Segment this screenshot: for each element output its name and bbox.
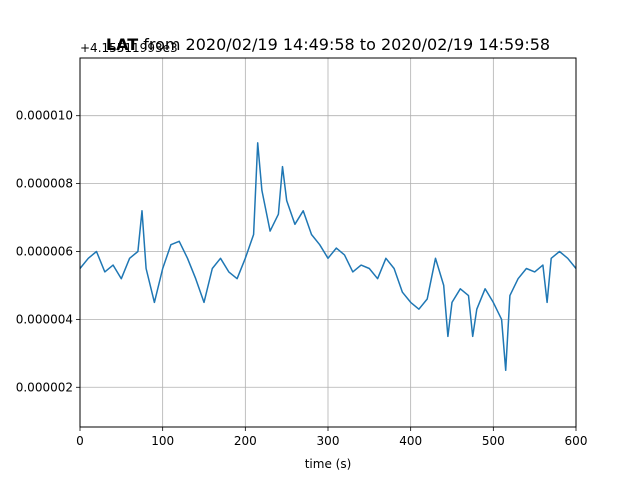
x-axis: 0 100 200 300 400 500 600 [76, 427, 587, 448]
chart-title-rest: from 2020/02/19 14:49:58 to 2020/02/19 1… [138, 35, 550, 54]
y-axis: 0.000002 0.000004 0.000006 0.000008 0.000010 [16, 109, 80, 394]
x-tick-label: 300 [317, 434, 340, 448]
x-tick-label: 200 [234, 434, 257, 448]
y-tick-label: 0.000006 [16, 244, 73, 258]
chart-title: LAT from 2020/02/19 14:49:58 to 2020/02/… [106, 35, 550, 54]
x-tick-label: 100 [151, 434, 174, 448]
axis-offset-label: +4.15511993e3 [80, 41, 178, 55]
x-axis-label: time (s) [305, 457, 352, 471]
y-tick-label: 0.000008 [16, 177, 73, 191]
chart-title-bold: LAT [106, 35, 138, 54]
x-tick-label: 0 [76, 434, 84, 448]
x-tick-label: 400 [399, 434, 422, 448]
y-tick-label: 0.000004 [16, 312, 73, 326]
x-tick-label: 500 [482, 434, 505, 448]
x-tick-label: 600 [565, 434, 588, 448]
grid [79, 58, 577, 427]
plot-area [79, 142, 577, 372]
series-line [79, 142, 577, 372]
y-tick-label: 0.000002 [16, 380, 73, 394]
y-tick-label: 0.000010 [16, 109, 73, 123]
